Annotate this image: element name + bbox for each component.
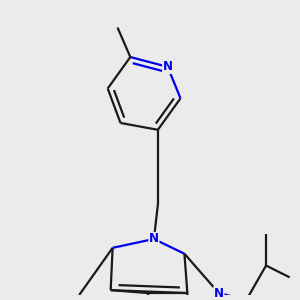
Text: N: N <box>149 232 159 245</box>
Text: N: N <box>163 60 173 74</box>
Text: N: N <box>214 286 224 300</box>
